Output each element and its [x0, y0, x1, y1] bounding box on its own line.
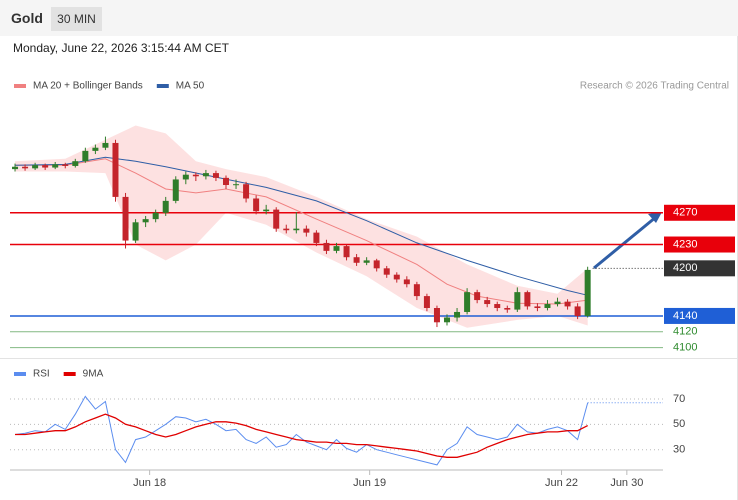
x-tick-label: Jun 19 — [353, 477, 386, 489]
candle-body — [353, 257, 360, 263]
candle-body — [303, 228, 310, 233]
candle-body — [72, 161, 79, 166]
candle-body — [494, 304, 501, 309]
candle-body — [42, 165, 49, 168]
y-tick-label: 30 — [673, 444, 685, 456]
x-tick-label: Jun 30 — [610, 477, 643, 489]
candle-body — [484, 300, 491, 305]
candle-body — [393, 274, 400, 280]
ma-line — [14, 156, 588, 296]
legend-swatch — [14, 372, 26, 376]
candle-body — [433, 308, 440, 323]
candle-body — [383, 268, 390, 275]
level-label: 4140 — [673, 310, 697, 322]
candle-body — [363, 260, 370, 263]
forecast-arrow — [593, 215, 657, 270]
level-label-box — [664, 260, 735, 277]
candle-body — [172, 179, 179, 201]
candle-body — [373, 260, 380, 269]
candle-body — [162, 200, 169, 213]
candle-body — [313, 232, 320, 243]
candle-body — [293, 228, 300, 231]
candle-body — [323, 242, 330, 251]
bollinger-band — [15, 125, 588, 328]
candle-body — [524, 292, 531, 307]
level-label-box — [664, 204, 735, 221]
candle-body — [82, 150, 89, 162]
series-line — [15, 413, 588, 458]
level-label: 4200 — [673, 262, 697, 274]
level-label: 4120 — [673, 326, 697, 338]
candle-body — [142, 219, 149, 223]
candle-body — [343, 246, 350, 258]
candle-body — [333, 246, 340, 251]
legend-label: 9MA — [83, 369, 104, 380]
level-label: 4100 — [673, 342, 697, 354]
candle-body — [243, 184, 250, 199]
candle-body — [273, 209, 280, 229]
level-label-box — [664, 236, 735, 253]
candle-body — [253, 198, 260, 212]
credit: Research © 2026 Trading Central — [580, 81, 729, 92]
candle-body — [212, 173, 219, 178]
header: Gold 30 MIN — [0, 0, 738, 36]
y-tick-label: 50 — [673, 418, 685, 430]
candle-body — [444, 317, 451, 323]
candle-body — [52, 164, 59, 168]
candle-body — [464, 292, 471, 312]
level-label: 4230 — [673, 238, 697, 250]
legend-swatch — [63, 372, 76, 376]
series-line — [14, 395, 589, 466]
candle-body — [92, 147, 99, 151]
candle-body — [102, 142, 109, 148]
candle-body — [403, 279, 410, 285]
candle-body — [554, 301, 561, 305]
candle-body — [12, 166, 19, 170]
candle-body — [22, 166, 29, 169]
candle-body — [454, 311, 461, 318]
candle-body — [192, 174, 199, 177]
legend-label: MA 50 — [176, 81, 205, 92]
candle-body — [283, 228, 290, 231]
candle-body — [182, 174, 189, 180]
candle-body — [112, 142, 119, 197]
legend-label: RSI — [33, 369, 50, 380]
legend-swatch — [14, 84, 26, 88]
x-tick-label: Jun 18 — [133, 477, 166, 489]
candle-body — [534, 306, 541, 309]
candle-body — [263, 209, 270, 212]
level-label-box — [664, 307, 735, 324]
candle-body — [132, 222, 139, 241]
candle-body — [413, 284, 420, 297]
candle-body — [32, 165, 39, 169]
candle-body — [544, 304, 551, 309]
forecast-arrowhead — [648, 212, 662, 223]
ma-line — [15, 158, 588, 305]
x-tick-label: Jun 22 — [545, 477, 578, 489]
candle-body — [423, 296, 430, 309]
level-label: 4270 — [673, 207, 697, 219]
candle-body — [564, 301, 571, 307]
y-tick-label: 70 — [673, 393, 685, 405]
legend-label: MA 20 + Bollinger Bands — [33, 81, 143, 92]
candle-body — [152, 212, 159, 220]
candle-body — [122, 196, 129, 241]
candle-body — [474, 292, 481, 301]
datetime: Monday, June 22, 2026 3:15:44 AM CET — [13, 41, 229, 55]
title: Gold — [11, 10, 43, 26]
candle-body — [62, 164, 69, 166]
candle-body — [504, 308, 511, 310]
candle-body — [514, 292, 521, 310]
candle-body — [233, 184, 240, 186]
interval-tab[interactable]: 30 MIN — [51, 7, 102, 31]
legend-swatch — [156, 84, 169, 88]
candle-body — [202, 173, 209, 177]
candle-body — [574, 306, 581, 316]
candle-body — [222, 177, 229, 186]
candle-body — [584, 269, 591, 316]
